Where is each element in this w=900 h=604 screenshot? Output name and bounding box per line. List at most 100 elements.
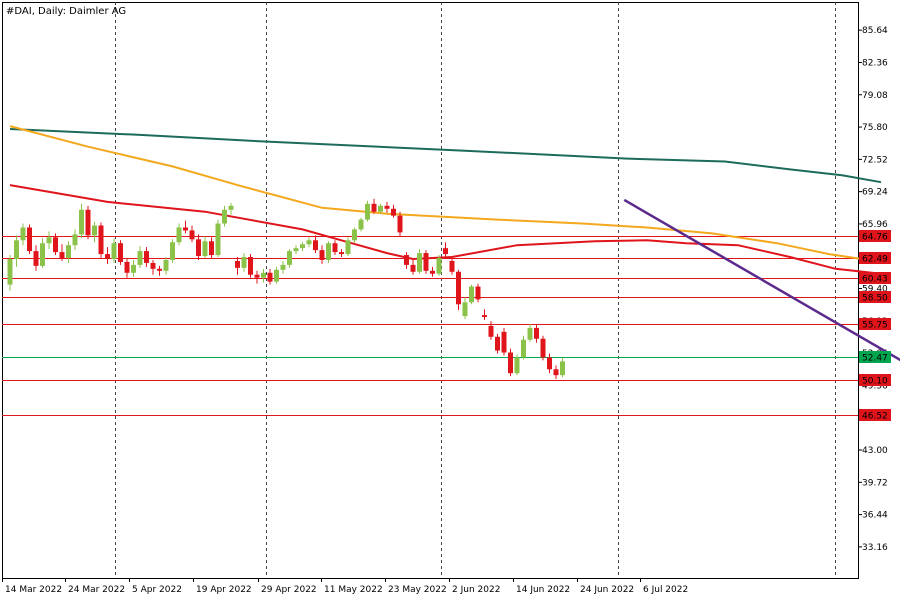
x-axis-tick-label: 23 May 2022 xyxy=(388,585,447,595)
candle-body xyxy=(53,237,58,253)
candle-body xyxy=(228,205,234,210)
candle xyxy=(235,257,240,275)
candle xyxy=(248,254,253,278)
candle-body xyxy=(339,252,344,255)
candle-body xyxy=(183,227,188,231)
candle-body xyxy=(157,268,162,271)
candle-body xyxy=(423,253,429,271)
candle xyxy=(534,324,539,343)
candle-body xyxy=(118,243,123,262)
x-axis-tick-label: 24 Mar 2022 xyxy=(68,585,125,595)
x-axis-tick-label: 29 Apr 2022 xyxy=(261,585,317,595)
candle xyxy=(183,220,188,234)
candle-body xyxy=(20,227,26,241)
candle-body xyxy=(306,240,312,245)
candle-body xyxy=(521,339,526,358)
x-axis-tick-label: 2 Jun 2022 xyxy=(452,585,500,595)
candle xyxy=(131,259,136,277)
candle-body xyxy=(209,241,214,256)
candle xyxy=(404,252,409,269)
price-level-badge xyxy=(859,252,891,264)
candle xyxy=(547,353,552,374)
x-axis-tick-label: 5 Apr 2022 xyxy=(132,585,182,595)
candle-body xyxy=(241,257,247,268)
x-axis-tick-label: 19 Apr 2022 xyxy=(196,585,252,595)
candle xyxy=(462,297,468,320)
candle-body xyxy=(261,272,266,278)
candle-body xyxy=(170,242,175,260)
candle-body xyxy=(508,352,513,374)
candle xyxy=(189,225,195,243)
candle-body xyxy=(79,209,84,235)
candle xyxy=(540,335,546,361)
price-level-badge-label: 64.76 xyxy=(862,233,888,243)
candle xyxy=(254,270,260,284)
candle-body xyxy=(40,243,45,266)
candle-body xyxy=(248,257,253,275)
price-level-badge xyxy=(859,351,891,363)
candle-body xyxy=(33,251,39,266)
price-level-badge xyxy=(859,272,891,284)
candle-body xyxy=(384,205,390,209)
y-axis-tick-label: 79.08 xyxy=(862,91,888,101)
candle xyxy=(261,268,266,283)
candle xyxy=(150,259,156,275)
candle-body xyxy=(547,357,552,370)
candle-body xyxy=(196,239,201,257)
y-axis-tick-label: 75.80 xyxy=(862,123,888,133)
candle-body xyxy=(14,240,19,259)
candle-body xyxy=(85,209,91,236)
y-axis-tick-label: 49.56 xyxy=(862,381,888,391)
y-axis-tick-label: 36.44 xyxy=(862,511,888,521)
candle xyxy=(59,244,65,261)
candle xyxy=(293,245,299,255)
candle xyxy=(391,204,396,218)
y-axis-tick-label: 59.40 xyxy=(862,285,888,295)
candle-body xyxy=(202,241,208,257)
candle-body xyxy=(495,336,500,351)
candle-body xyxy=(553,369,559,376)
candle xyxy=(202,236,208,258)
candle xyxy=(7,255,13,291)
candle-body xyxy=(443,248,448,255)
candle xyxy=(345,237,351,257)
candle-body xyxy=(527,327,533,340)
price-level-badge xyxy=(859,318,891,330)
candle xyxy=(85,205,91,240)
y-axis-tick-label: 85.64 xyxy=(862,26,888,36)
candle-body xyxy=(254,274,260,278)
price-level-badge-label: 50.10 xyxy=(862,377,888,387)
candle-body xyxy=(267,272,273,282)
candle-body xyxy=(163,259,169,271)
candle xyxy=(527,323,533,342)
candle-body xyxy=(59,252,65,258)
candle xyxy=(163,257,169,275)
candle-body xyxy=(144,251,149,263)
candle xyxy=(514,354,520,376)
candle xyxy=(443,242,448,259)
candle xyxy=(209,237,214,259)
candle xyxy=(92,221,97,243)
candle-body xyxy=(235,260,240,268)
candle-body xyxy=(488,325,494,337)
candle xyxy=(508,348,513,377)
x-axis-tick-label: 14 Jun 2022 xyxy=(516,585,570,595)
candle-body xyxy=(560,361,565,376)
candle xyxy=(456,269,461,311)
candle xyxy=(306,237,312,248)
candle xyxy=(46,231,52,250)
candle xyxy=(196,234,201,260)
candle-body xyxy=(150,262,156,269)
candle-body xyxy=(326,243,331,260)
y-axis-tick-label: 82.36 xyxy=(862,58,888,68)
candle-body xyxy=(222,209,227,224)
y-axis-tick-label: 65.96 xyxy=(862,220,888,230)
candle xyxy=(495,333,500,354)
candle xyxy=(319,245,325,264)
candle xyxy=(27,224,32,255)
x-axis-tick-label: 11 May 2022 xyxy=(324,585,383,595)
candle xyxy=(371,198,377,214)
candle-body xyxy=(514,357,520,374)
candle-body xyxy=(371,203,377,212)
